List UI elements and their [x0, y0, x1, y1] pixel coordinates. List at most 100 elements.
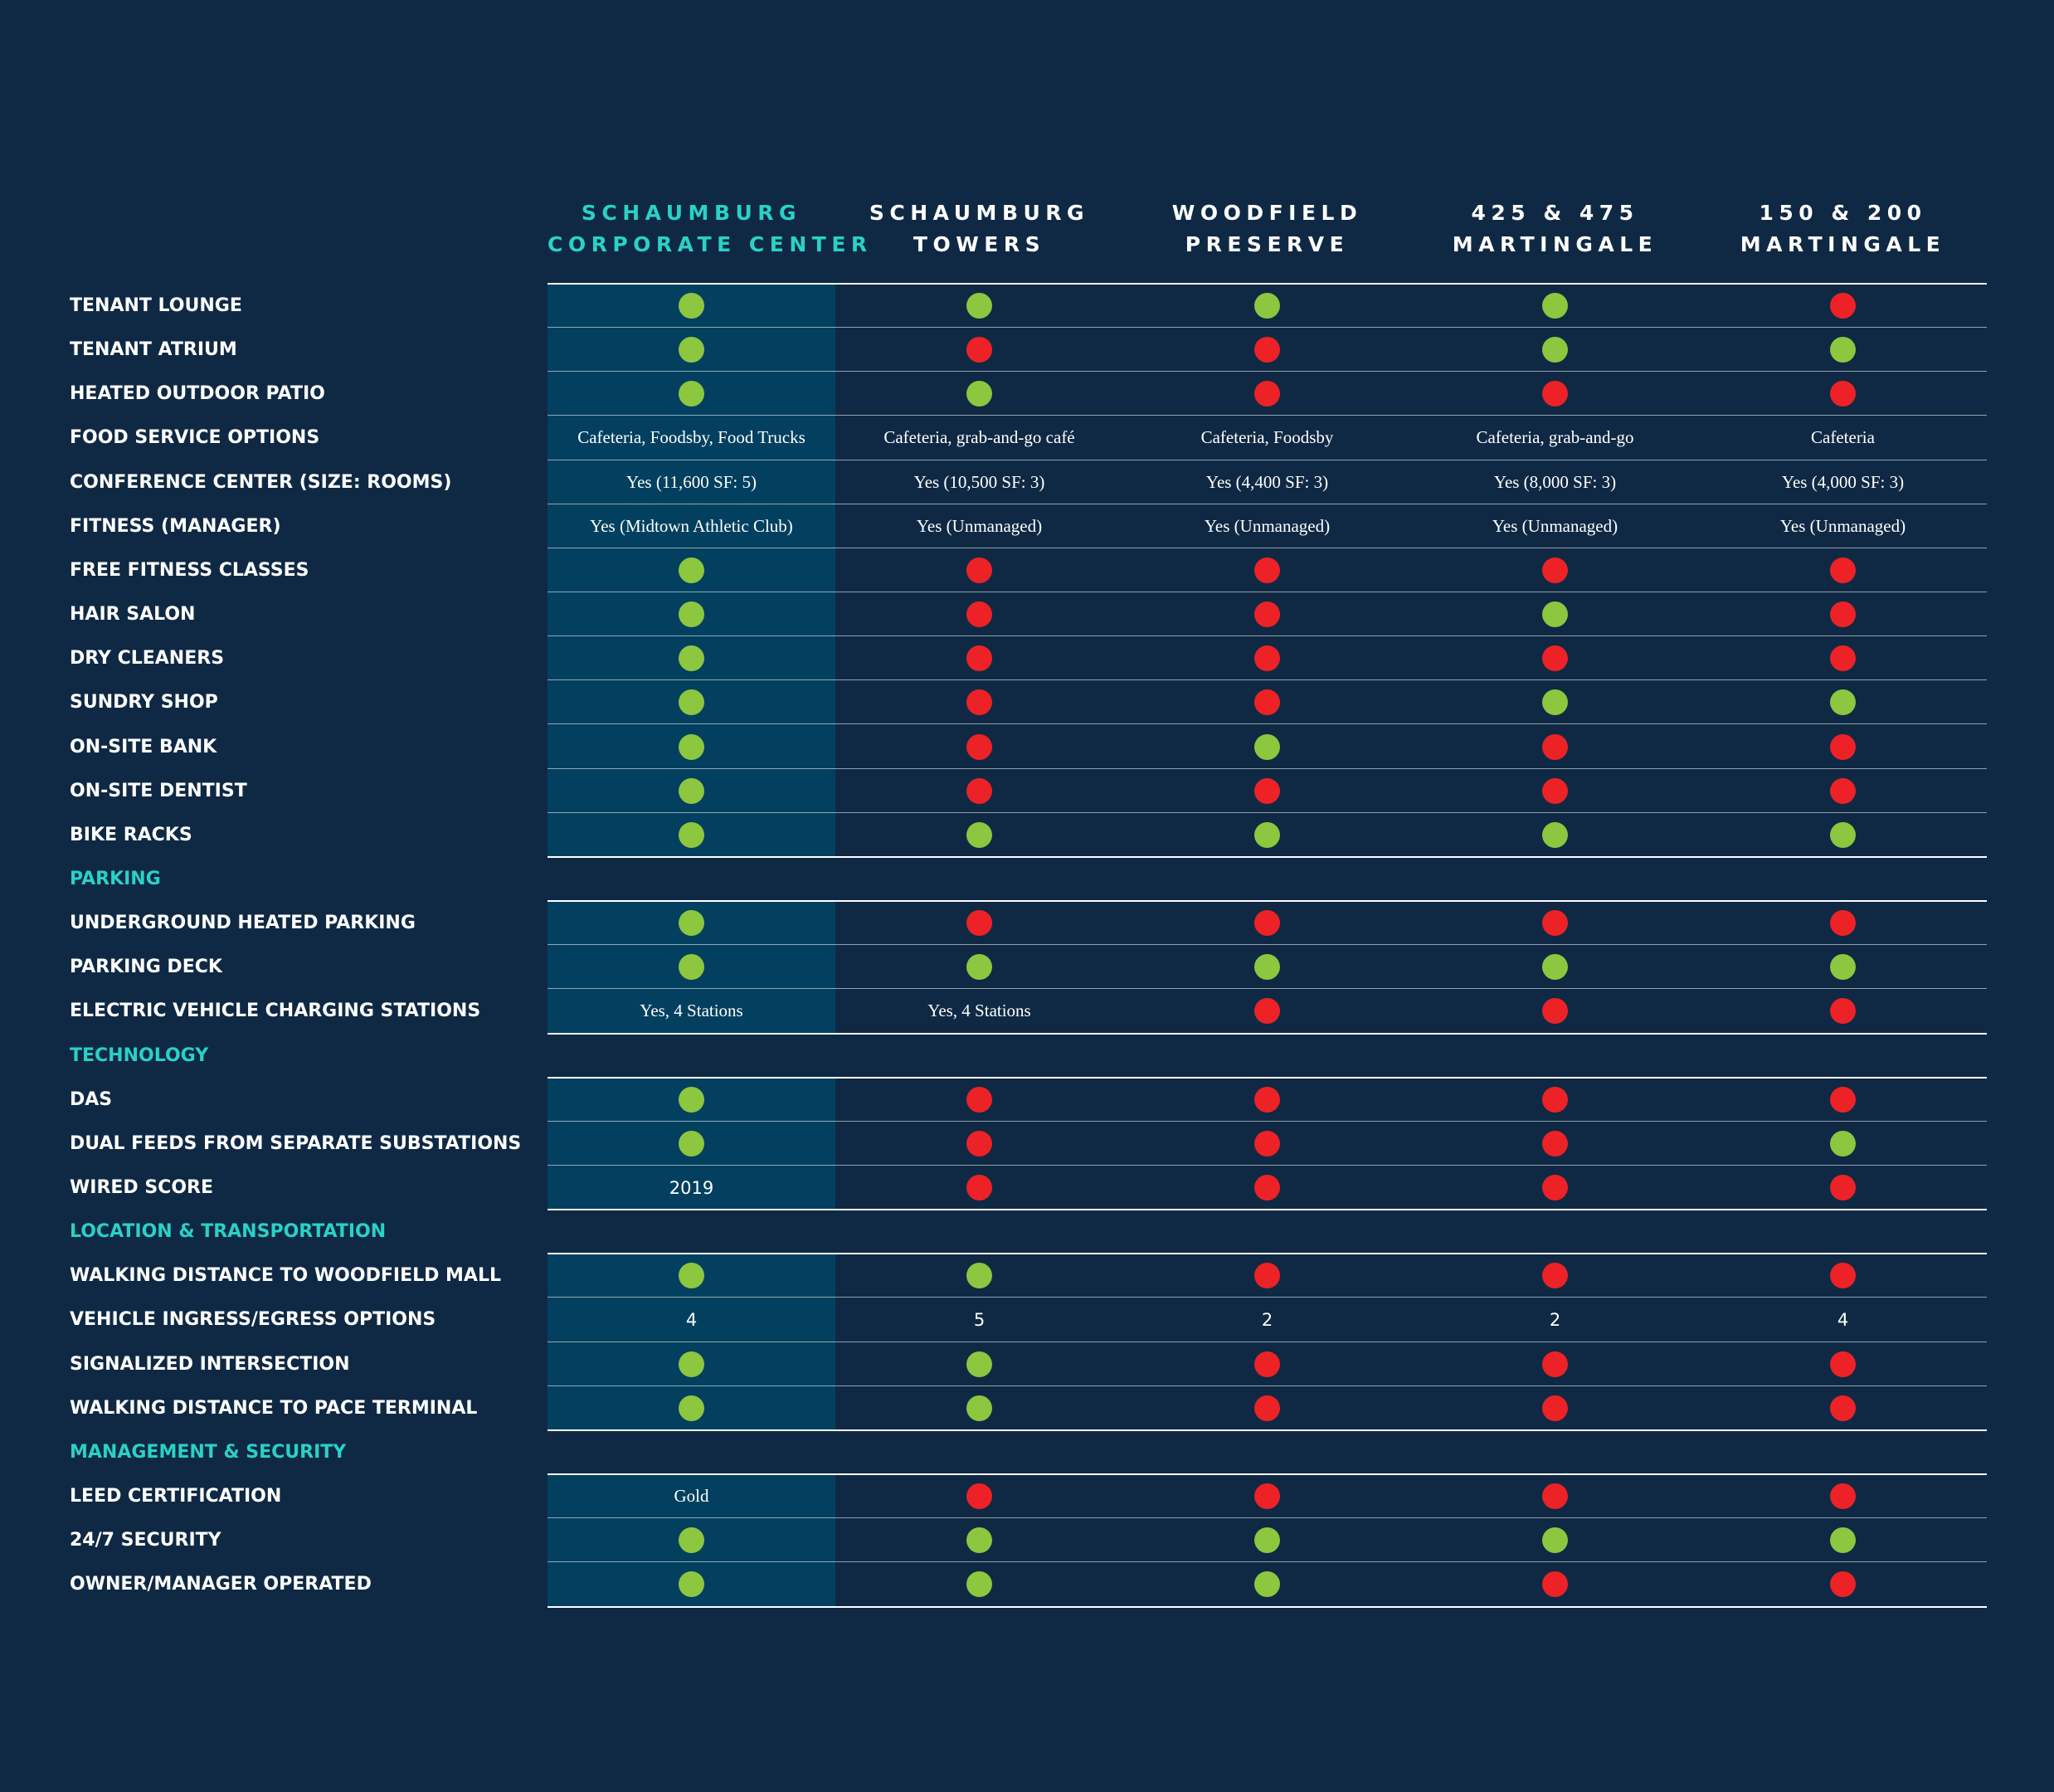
table-cell: Yes (Unmanaged)	[1699, 504, 1987, 548]
table-cell	[1411, 680, 1699, 724]
table-cell	[1699, 1166, 1987, 1210]
table-cell	[835, 1166, 1123, 1210]
red-dot-icon	[1830, 1175, 1856, 1200]
table-cell	[1123, 901, 1411, 945]
green-dot-icon	[679, 734, 704, 760]
red-dot-icon	[966, 734, 992, 760]
red-dot-icon	[1254, 910, 1280, 936]
column-header-line2: CORPORATE CENTER	[548, 232, 873, 256]
green-dot-icon	[679, 645, 704, 671]
row-label: TENANT ATRIUM	[70, 339, 237, 360]
table-cell	[1411, 1122, 1699, 1166]
red-dot-icon	[1254, 558, 1280, 583]
row-label: WIRED SCORE	[70, 1177, 214, 1198]
table-cell	[835, 945, 1123, 989]
red-dot-icon	[966, 778, 992, 804]
green-dot-icon	[966, 822, 992, 848]
red-dot-icon	[1542, 1351, 1568, 1377]
red-dot-icon	[1830, 601, 1856, 627]
table-cell	[548, 1342, 835, 1386]
table-cell: Yes (Unmanaged)	[835, 504, 1123, 548]
table-cell	[548, 636, 835, 680]
table-cell	[1699, 1078, 1987, 1122]
green-dot-icon	[1830, 337, 1856, 363]
table-cell	[548, 945, 835, 989]
table-cell	[1123, 813, 1411, 857]
section-heading: PARKING	[70, 869, 161, 889]
red-dot-icon	[1542, 558, 1568, 583]
green-dot-icon	[1830, 954, 1856, 980]
table-cell	[835, 284, 1123, 328]
green-dot-icon	[1542, 822, 1568, 848]
row-label: CONFERENCE CENTER (SIZE: ROOMS)	[70, 472, 452, 493]
table-cell	[1411, 1078, 1699, 1122]
table-cell: Cafeteria, Foodsby, Food Trucks	[548, 416, 835, 460]
red-dot-icon	[1542, 1175, 1568, 1200]
row-divider	[548, 1253, 1987, 1254]
table-cell: Yes (4,400 SF: 3)	[1123, 460, 1411, 504]
table-cell: Yes (Unmanaged)	[1411, 504, 1699, 548]
green-dot-icon	[679, 601, 704, 627]
table-cell: Cafeteria	[1699, 416, 1987, 460]
table-cell	[835, 1474, 1123, 1518]
column-header-line1: 150 & 200	[1759, 201, 1927, 225]
red-dot-icon	[1542, 1087, 1568, 1113]
cell-text: 5	[973, 1309, 986, 1330]
row-label: HAIR SALON	[70, 604, 196, 625]
red-dot-icon	[1830, 998, 1856, 1024]
table-cell	[1411, 989, 1699, 1033]
red-dot-icon	[966, 1175, 992, 1200]
red-dot-icon	[1542, 778, 1568, 804]
section-heading: TECHNOLOGY	[70, 1045, 209, 1066]
table-cell	[548, 1518, 835, 1562]
green-dot-icon	[1542, 689, 1568, 715]
red-dot-icon	[1830, 645, 1856, 671]
table-cell	[1699, 1342, 1987, 1386]
row-divider	[548, 1077, 1987, 1079]
row-label: WALKING DISTANCE TO PACE TERMINAL	[70, 1398, 478, 1419]
table-cell	[1411, 284, 1699, 328]
column-header-line1: SCHAUMBURG	[581, 201, 802, 225]
row-divider	[548, 1606, 1987, 1608]
table-cell	[1123, 680, 1411, 724]
red-dot-icon	[1542, 910, 1568, 936]
green-dot-icon	[679, 954, 704, 980]
green-dot-icon	[679, 381, 704, 407]
column-header-line2: MARTINGALE	[1452, 232, 1658, 256]
green-dot-icon	[679, 337, 704, 363]
cell-text: Cafeteria, grab-and-go	[1476, 427, 1634, 447]
table-cell	[1699, 901, 1987, 945]
table-cell	[1123, 592, 1411, 636]
row-label: ON-SITE DENTIST	[70, 781, 247, 801]
green-dot-icon	[679, 822, 704, 848]
table-cell	[1123, 1078, 1411, 1122]
table-cell	[1411, 636, 1699, 680]
green-dot-icon	[679, 778, 704, 804]
table-cell: 4	[1699, 1298, 1987, 1342]
table-cell: 4	[548, 1298, 835, 1342]
table-cell	[1699, 372, 1987, 416]
table-cell	[1411, 592, 1699, 636]
cell-text: 2	[1549, 1309, 1561, 1330]
red-dot-icon	[1830, 381, 1856, 407]
red-dot-icon	[1830, 1263, 1856, 1288]
cell-text: Yes (Unmanaged)	[1204, 516, 1331, 536]
row-divider	[548, 1297, 1987, 1298]
table-cell	[835, 636, 1123, 680]
row-divider	[548, 327, 1987, 328]
table-cell	[548, 1386, 835, 1430]
cell-text: Cafeteria, Foodsby, Food Trucks	[577, 427, 806, 447]
red-dot-icon	[1254, 1175, 1280, 1200]
green-dot-icon	[966, 381, 992, 407]
row-divider	[548, 988, 1987, 989]
red-dot-icon	[1254, 1131, 1280, 1157]
table-cell: Yes (Midtown Athletic Club)	[548, 504, 835, 548]
cell-text: Yes, 4 Stations	[927, 1001, 1031, 1020]
column-header-line2: PRESERVE	[1185, 232, 1350, 256]
table-cell: Yes (Unmanaged)	[1123, 504, 1411, 548]
row-divider	[548, 1561, 1987, 1562]
section-heading: LOCATION & TRANSPORTATION	[70, 1221, 387, 1242]
table-cell	[1123, 1474, 1411, 1518]
red-dot-icon	[1254, 601, 1280, 627]
green-dot-icon	[1254, 734, 1280, 760]
